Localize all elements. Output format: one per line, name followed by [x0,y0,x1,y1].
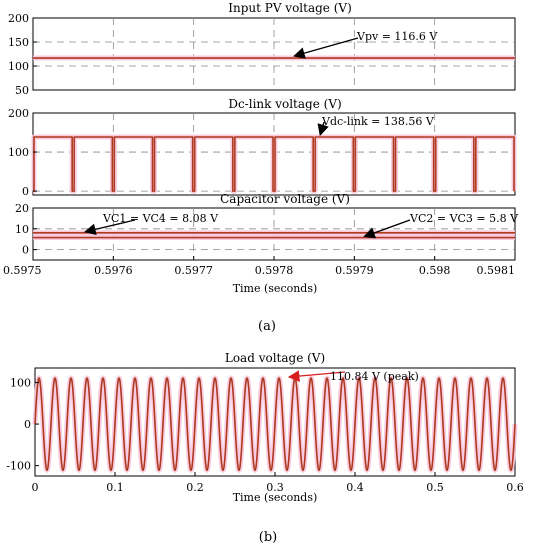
dc-y-tick-label: 100 [8,146,29,159]
caps-x-tick-label: 0.5975 [3,264,42,277]
caps-x-tick-labels: 0.5975 0.5976 0.5977 0.5978 0.5979 0.598 0.598… [3,256,516,277]
pv-annotation: Vpv = 116.6 V [356,30,438,43]
load-x-tick-label: 0.4 [346,481,364,494]
load-x-axis-label: Time (seconds) [233,491,318,504]
caps-annotation-2-arrow [363,219,411,239]
load-y-tick-labels: -100 0 100 [6,377,39,473]
caps-x-tick-label: 0.5979 [335,264,374,277]
dclink-panel: Dc-link voltage (V) 0 100 200 Vdc-link = 1… [8,97,517,198]
load-x-tick-label: 0 [32,481,39,494]
dclink-title: Dc-link voltage (V) [228,97,341,111]
caps-y-tick-labels: 0 10 20 [15,202,37,257]
caps-x-tick-label: 0.5977 [174,264,213,277]
load-x-tick-label: 0.6 [506,481,524,494]
dc-y-tick-label: 200 [8,107,29,120]
caps-y-tick-label: 10 [15,223,29,236]
load-series-line [34,377,516,471]
caps-series [33,230,515,241]
dclink-annotation: Vdc-link = 138.56 V [321,115,435,128]
load-x-tick-label: 0.3 [266,481,284,494]
caps-y-tick-label: 20 [15,202,29,215]
dclink-series [31,134,517,194]
caption-b: (b) [259,530,277,545]
pv-annotation-arrow [293,37,359,59]
pv-panel: Input PV voltage (V) 50 100 150 200 Vpv = 1… [8,1,516,97]
caps-annotation-1: VC1 = VC4 = 8.08 V [102,212,219,225]
caps-title: Capacitor voltage (V) [220,192,350,206]
pv-y-tick-label: 200 [8,12,29,25]
load-title: Load voltage (V) [225,351,325,365]
caps-panel: Capacitor voltage (V) 0 10 20 0.5975 0.5976… [3,192,519,295]
caps-annotation-2: VC2 = VC3 = 5.8 V [409,212,519,225]
pv-y-tick-labels: 50 100 150 200 [8,12,37,97]
load-x-tick-labels: 0 0.1 0.2 0.3 0.4 0.5 0.6 [32,472,524,494]
caps-x-tick-label: 0.5981 [477,264,516,277]
dclink-y-tick-labels: 0 100 200 [8,107,37,198]
pv-grid [33,18,515,90]
dclink-series-line [33,136,515,192]
load-y-tick-label: 0 [24,418,31,431]
pv-title: Input PV voltage (V) [228,1,352,15]
load-y-tick-label: 100 [10,377,31,390]
load-annotation-arrow [287,370,346,382]
load-x-tick-label: 0.5 [426,481,444,494]
caps-annotation-1-arrow [84,219,136,236]
pv-y-tick-label: 150 [8,36,29,49]
caps-x-tick-label: 0.5978 [255,264,294,277]
caps-x-axis-label: Time (seconds) [233,282,318,295]
load-y-tick-label: -100 [6,460,31,473]
load-annotation: 110.84 V (peak) [330,370,419,383]
caps-x-tick-label: 0.5976 [94,264,133,277]
pv-y-tick-label: 100 [8,60,29,73]
caps-x-tick-label: 0.598 [419,264,451,277]
caption-a: (a) [258,319,276,334]
load-x-tick-label: 0.2 [186,481,204,494]
dclink-annotation-arrow [317,121,329,137]
load-x-tick-label: 0.1 [106,481,124,494]
load-series [32,375,518,473]
dc-y-tick-label: 0 [22,185,29,198]
caps-y-tick-label: 0 [22,244,29,257]
pv-y-tick-label: 50 [15,84,29,97]
